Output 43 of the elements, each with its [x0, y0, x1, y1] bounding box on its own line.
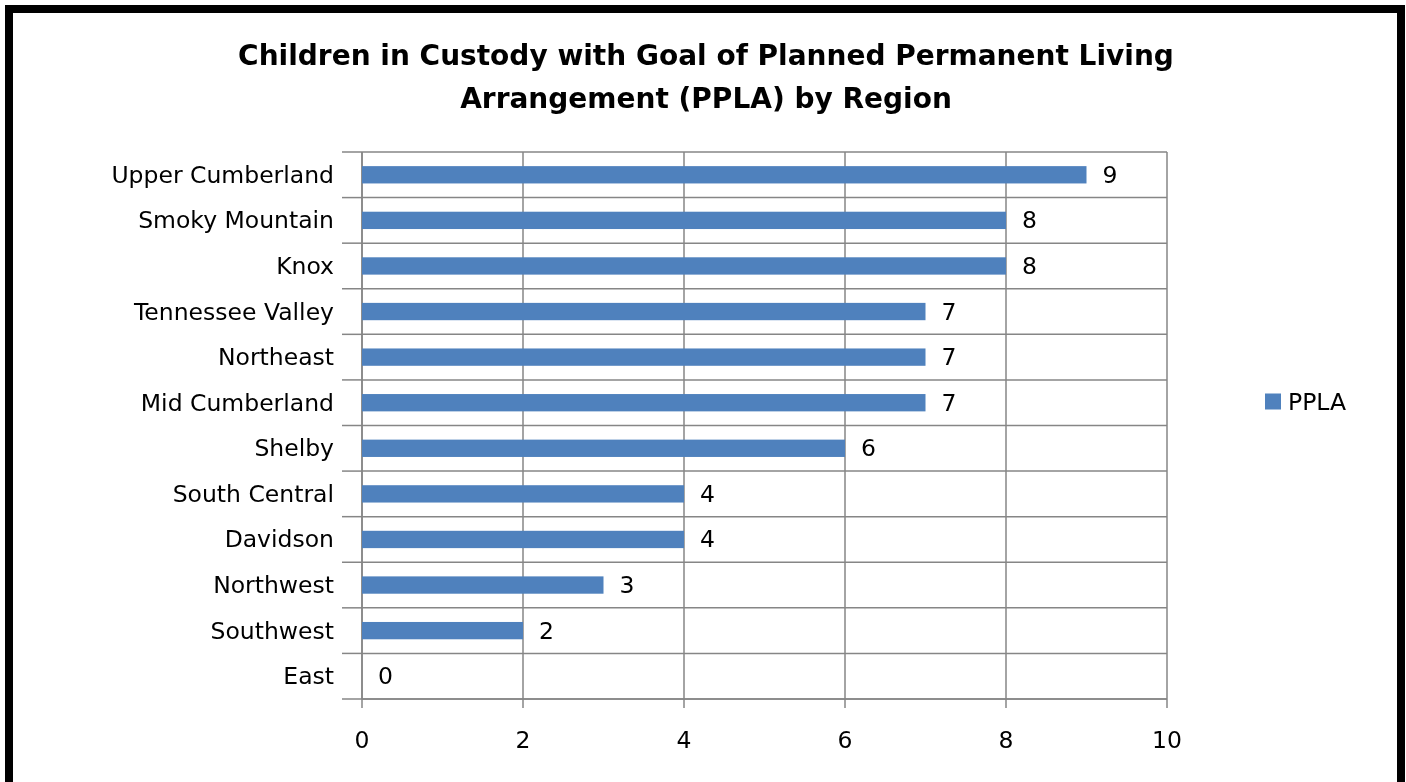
bar [362, 302, 926, 321]
y-tick-label: Knox [276, 251, 335, 280]
x-tick-label: 8 [998, 726, 1014, 754]
y-tick-label: Upper Cumberland [111, 160, 334, 189]
data-label: 3 [619, 571, 635, 600]
x-tick-label: 6 [837, 726, 853, 754]
data-label: 4 [700, 479, 715, 508]
bar [362, 576, 604, 594]
bar [362, 621, 523, 640]
bar [362, 530, 684, 549]
data-label: 7 [941, 297, 957, 326]
y-tick-label: Northeast [217, 343, 334, 372]
bar [362, 211, 1006, 230]
data-label: 6 [861, 434, 876, 463]
y-tick-label: East [283, 662, 334, 691]
x-tick-label: 2 [515, 726, 531, 754]
bar [362, 348, 926, 366]
data-label: 8 [1022, 206, 1037, 235]
data-label: 9 [1102, 160, 1118, 189]
y-tick-label: Shelby [254, 434, 335, 463]
data-label: 2 [539, 616, 554, 645]
y-tick-label: Smoky Mountain [138, 206, 334, 235]
data-label: 7 [941, 388, 957, 417]
x-tick-label: 0 [354, 726, 370, 754]
bar [362, 257, 1006, 275]
data-label: 8 [1022, 251, 1037, 280]
data-label: 4 [700, 525, 715, 554]
y-tick-label: Tennessee Valley [132, 297, 335, 326]
x-tick-label: 4 [676, 726, 692, 754]
x-tick-label: 10 [1152, 726, 1182, 754]
y-tick-label: Davidson [224, 525, 334, 554]
y-tick-label: Northwest [213, 571, 334, 600]
bar [362, 394, 926, 412]
y-tick-label: Southwest [210, 616, 334, 645]
bar [362, 439, 845, 457]
y-tick-label: South Central [172, 479, 334, 508]
data-label: 0 [378, 662, 393, 691]
bar [362, 485, 684, 503]
legend-label: PPLA [1288, 387, 1347, 416]
bar [362, 166, 1087, 184]
y-tick-label: Mid Cumberland [140, 388, 334, 417]
chart-title: Children in Custody with Goal of Planned Permanent Living Arrangement (PPLA) by Region [238, 39, 1174, 115]
data-label: 7 [941, 343, 957, 372]
